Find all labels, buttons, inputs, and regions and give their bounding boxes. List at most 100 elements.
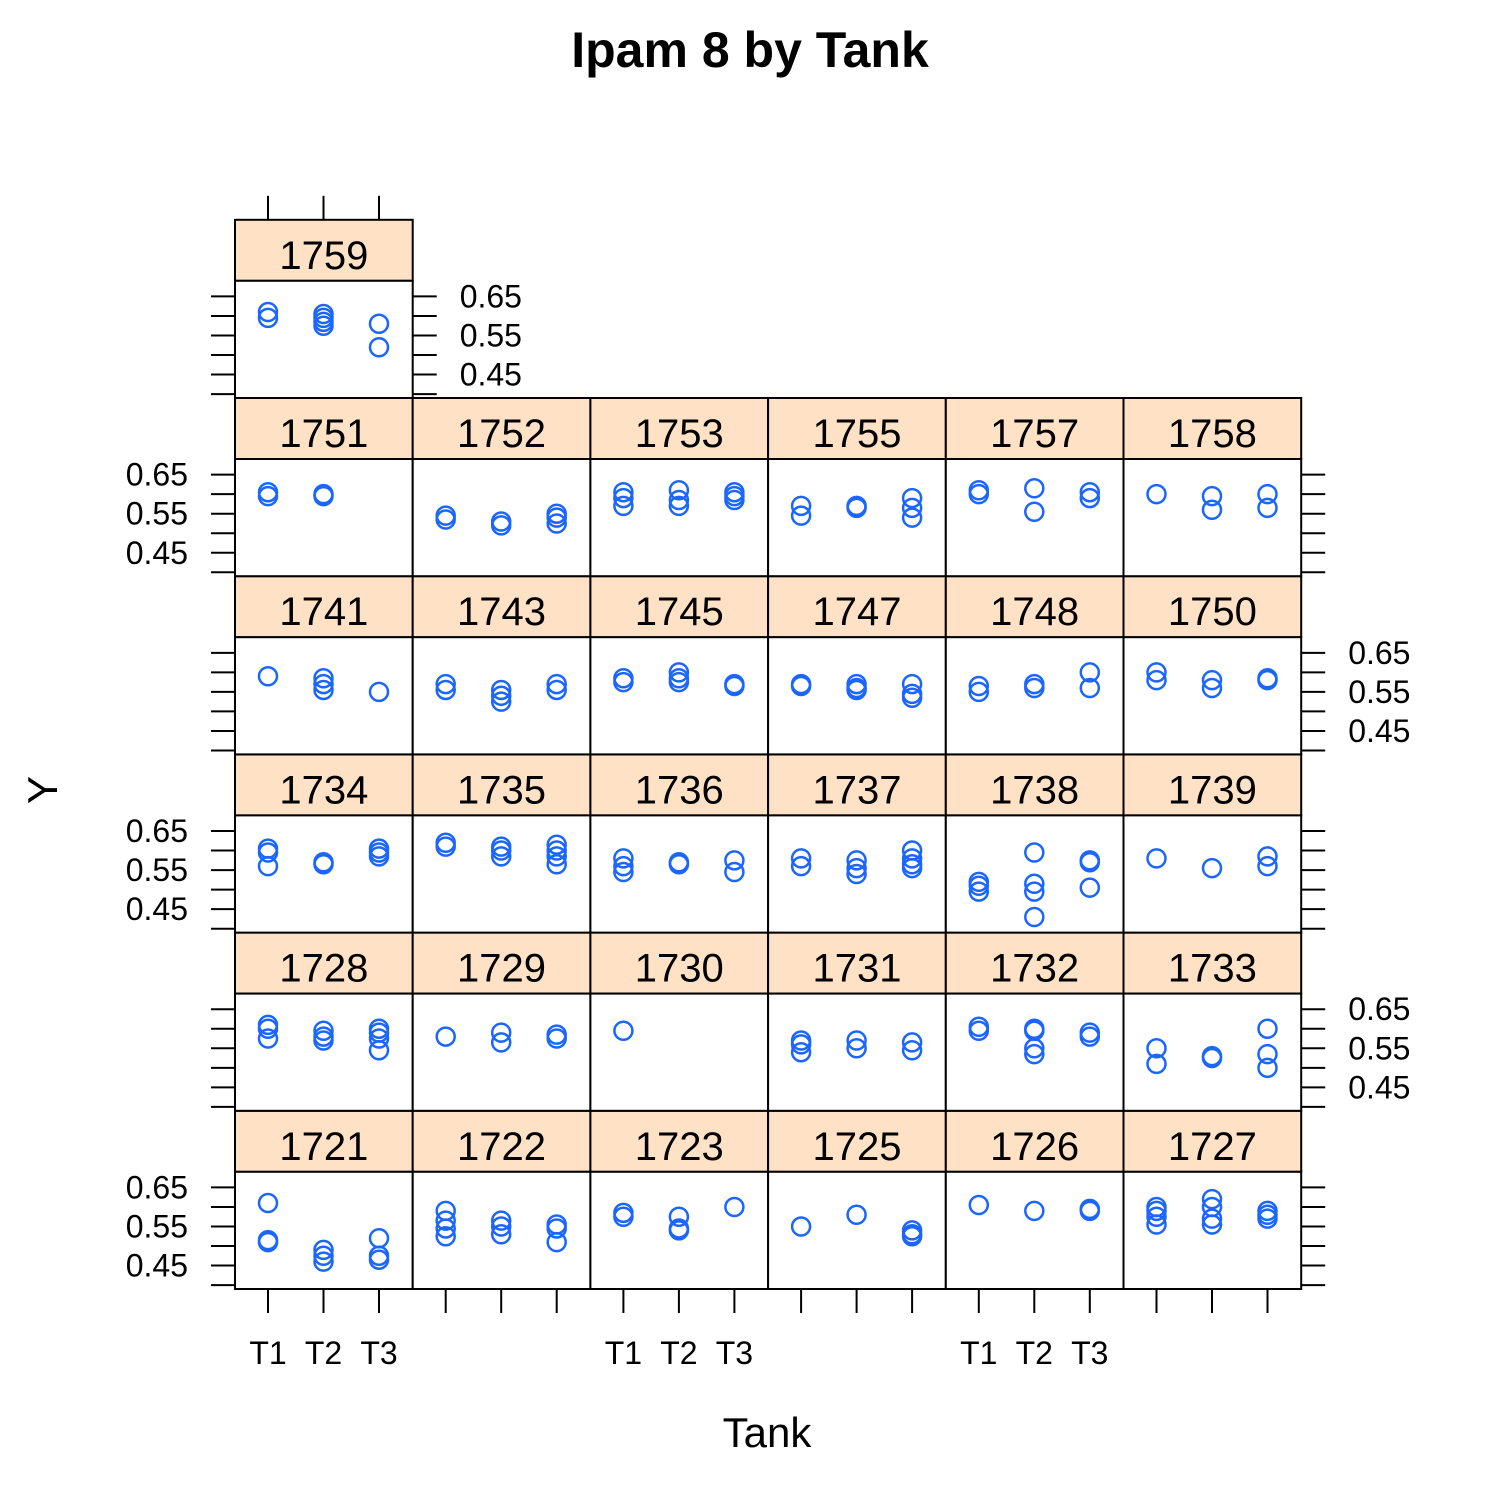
data-point xyxy=(257,1192,279,1214)
strip-label: 1730 xyxy=(635,947,724,991)
strip-label: 1727 xyxy=(1168,1125,1257,1169)
data-point xyxy=(435,679,456,701)
data-point xyxy=(368,846,390,867)
data-point xyxy=(1257,1208,1278,1229)
panel-1727: 1727 xyxy=(1122,1109,1303,1291)
data-point xyxy=(257,1018,279,1040)
y-tick-label: 0.65 xyxy=(126,813,188,849)
data-point xyxy=(1079,662,1101,683)
data-point xyxy=(846,857,867,879)
panel-plot-area xyxy=(234,458,414,578)
data-point xyxy=(546,1231,567,1253)
strip-label: 1732 xyxy=(990,947,1079,991)
data-point xyxy=(313,485,334,507)
data-point xyxy=(846,497,867,519)
panel-1721: 1721 xyxy=(234,1109,414,1291)
data-point xyxy=(724,489,745,511)
data-point xyxy=(846,1204,867,1226)
strip-label: 1757 xyxy=(990,412,1079,456)
data-point xyxy=(435,673,456,695)
data-point xyxy=(1146,1053,1167,1075)
panel-1723: 1723 xyxy=(589,1109,770,1291)
data-point xyxy=(846,1030,867,1051)
strip-label: 1726 xyxy=(990,1125,1079,1169)
data-point xyxy=(668,480,690,501)
data-point xyxy=(613,671,634,693)
panel-1758: 1758 xyxy=(1122,397,1303,578)
panel-strip xyxy=(1122,397,1303,460)
data-point xyxy=(790,1034,812,1055)
data-point xyxy=(790,855,812,877)
strip-label: 1759 xyxy=(279,234,368,278)
data-point xyxy=(790,505,812,526)
data-point xyxy=(490,1210,512,1231)
data-point xyxy=(968,875,990,896)
data-point xyxy=(257,842,279,863)
data-point xyxy=(1201,669,1223,691)
y-tick-label: 0.55 xyxy=(126,496,188,532)
y-axis-label: Y xyxy=(19,776,66,804)
data-point xyxy=(257,855,279,877)
data-point xyxy=(968,1020,990,1041)
panel-strip xyxy=(234,931,414,995)
panel-1730: 1730 xyxy=(589,931,770,1112)
strip-label: 1751 xyxy=(279,412,368,456)
x-tick-label: T1 xyxy=(605,1335,642,1371)
y-tick-label: 0.45 xyxy=(126,535,188,571)
data-point xyxy=(613,1206,634,1227)
data-point xyxy=(1024,478,1045,499)
data-point xyxy=(668,1206,690,1227)
panel-1728: 1728 xyxy=(234,931,414,1112)
panel-1745: 1745 xyxy=(589,575,770,756)
data-point xyxy=(257,301,279,323)
panel-strip xyxy=(1122,931,1303,995)
data-point xyxy=(846,850,867,871)
y-tick-label: 0.65 xyxy=(1348,635,1410,671)
y-tick-label: 0.65 xyxy=(460,278,522,314)
data-point xyxy=(313,667,334,689)
strip-label: 1725 xyxy=(812,1125,901,1169)
panel-plot-area xyxy=(234,992,414,1112)
data-point xyxy=(257,1028,279,1049)
data-point xyxy=(901,507,923,528)
data-point xyxy=(1257,855,1278,877)
chart-title: Ipam 8 by Tank xyxy=(571,22,929,78)
data-point xyxy=(901,857,923,879)
data-point xyxy=(790,675,812,697)
panel-strip xyxy=(411,397,592,460)
data-point xyxy=(1146,669,1167,691)
strip-label: 1735 xyxy=(457,768,546,812)
panel-plot-area xyxy=(589,636,770,756)
data-point xyxy=(257,1231,279,1253)
panel-1725: 1725 xyxy=(767,1109,947,1291)
data-point xyxy=(1079,1200,1101,1222)
y-tick-label: 0.65 xyxy=(126,1169,188,1205)
data-point xyxy=(368,1249,390,1270)
data-point xyxy=(790,848,812,869)
strip-label: 1753 xyxy=(635,412,724,456)
panel-1750: 1750 xyxy=(1122,575,1303,756)
x-tick-label: T2 xyxy=(305,1335,342,1371)
data-point xyxy=(613,861,634,883)
panel-plot-area xyxy=(1122,1170,1303,1291)
strip-label: 1733 xyxy=(1168,947,1257,991)
data-point xyxy=(1201,857,1223,879)
data-point xyxy=(435,836,456,857)
data-point xyxy=(1146,1200,1167,1222)
data-point xyxy=(846,1038,867,1059)
panel-1751: 1751 xyxy=(234,397,414,578)
panel-plot-area xyxy=(944,992,1125,1112)
data-point xyxy=(901,673,923,695)
data-point xyxy=(490,1022,512,1043)
y-tick-label: 0.55 xyxy=(126,1208,188,1244)
data-point xyxy=(313,1020,334,1041)
panel-1748: 1748 xyxy=(944,575,1125,756)
x-tick-label: T2 xyxy=(660,1335,697,1371)
strip-label: 1741 xyxy=(279,590,368,634)
panel-1733: 1733 xyxy=(1122,931,1303,1112)
panel-1757: 1757 xyxy=(944,397,1125,578)
data-point xyxy=(790,495,812,517)
data-point xyxy=(1201,1208,1223,1229)
data-point xyxy=(546,834,567,855)
y-tick-label: 0.55 xyxy=(1348,674,1410,710)
